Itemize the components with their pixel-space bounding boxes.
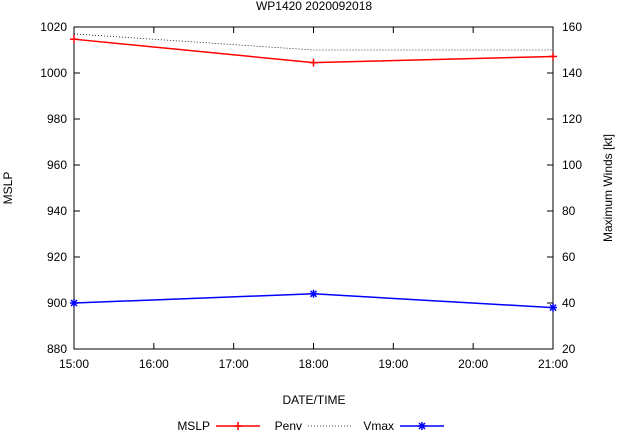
y-tick-label: 900 bbox=[47, 296, 67, 310]
y2-tick-label: 20 bbox=[562, 342, 576, 356]
legend-item-vmax: Vmax bbox=[363, 419, 444, 432]
marker-stroke bbox=[418, 422, 426, 430]
y-tick-label: 920 bbox=[47, 250, 67, 264]
legend-item-penv: Penv bbox=[275, 419, 352, 432]
y-tick-label: 980 bbox=[47, 112, 67, 126]
y-tick-label: 960 bbox=[47, 158, 67, 172]
series-layer bbox=[70, 33, 557, 312]
y2-tick-label: 40 bbox=[562, 296, 576, 310]
x-tick-label: 15:00 bbox=[59, 357, 89, 371]
y2-tick-label: 60 bbox=[562, 250, 576, 264]
series-penv bbox=[73, 33, 553, 51]
y2-axis-title: Maximum Winds [kt] bbox=[601, 134, 615, 242]
marker-stroke bbox=[309, 290, 318, 298]
series-mslp bbox=[70, 35, 557, 67]
y-tick-label: 1020 bbox=[40, 20, 67, 34]
x-tick-label: 17:00 bbox=[219, 357, 249, 371]
data-point-vmax bbox=[309, 289, 318, 298]
legend-label: Penv bbox=[275, 419, 302, 432]
legend-item-mslp: MSLP bbox=[177, 419, 260, 432]
y2-tick-label: 80 bbox=[562, 204, 576, 218]
y-tick-label: 1000 bbox=[40, 66, 67, 80]
x-axis-title: DATE/TIME bbox=[282, 393, 345, 407]
data-point-mslp bbox=[309, 58, 318, 67]
legend-marker bbox=[234, 422, 242, 430]
x-tick-label: 20:00 bbox=[458, 357, 488, 371]
y2-tick-label: 120 bbox=[562, 112, 582, 126]
chart-title: WP1420 2020092018 bbox=[256, 0, 372, 13]
y-tick-label: 940 bbox=[47, 204, 67, 218]
marker-stroke bbox=[70, 299, 78, 307]
axis-ticks: 15:00 16:00 17:00 18:00 19:00 20:00 21:00 880 90… bbox=[40, 20, 582, 371]
x-tick-label: 18:00 bbox=[298, 357, 328, 371]
legend-marker bbox=[418, 422, 426, 430]
y2-tick-label: 100 bbox=[562, 158, 582, 172]
x-tick-label: 19:00 bbox=[378, 357, 408, 371]
y-tick-label: 880 bbox=[47, 342, 67, 356]
series-line-penv bbox=[73, 33, 553, 51]
legend: MSLP Penv Vmax bbox=[177, 419, 444, 432]
x-tick-label: 21:00 bbox=[538, 357, 568, 371]
legend-label: MSLP bbox=[177, 419, 210, 432]
data-point-vmax bbox=[549, 303, 557, 312]
y2-tick-label: 160 bbox=[562, 20, 582, 34]
legend-label: Vmax bbox=[363, 419, 394, 432]
data-point-mslp bbox=[70, 35, 78, 44]
data-point-vmax bbox=[70, 299, 78, 307]
marker-stroke bbox=[549, 304, 557, 312]
x-tick-label: 16:00 bbox=[139, 357, 169, 371]
y2-tick-label: 140 bbox=[562, 66, 582, 80]
y-axis-title: MSLP bbox=[1, 172, 15, 205]
data-point-mslp bbox=[549, 52, 557, 61]
series-vmax bbox=[70, 289, 557, 312]
